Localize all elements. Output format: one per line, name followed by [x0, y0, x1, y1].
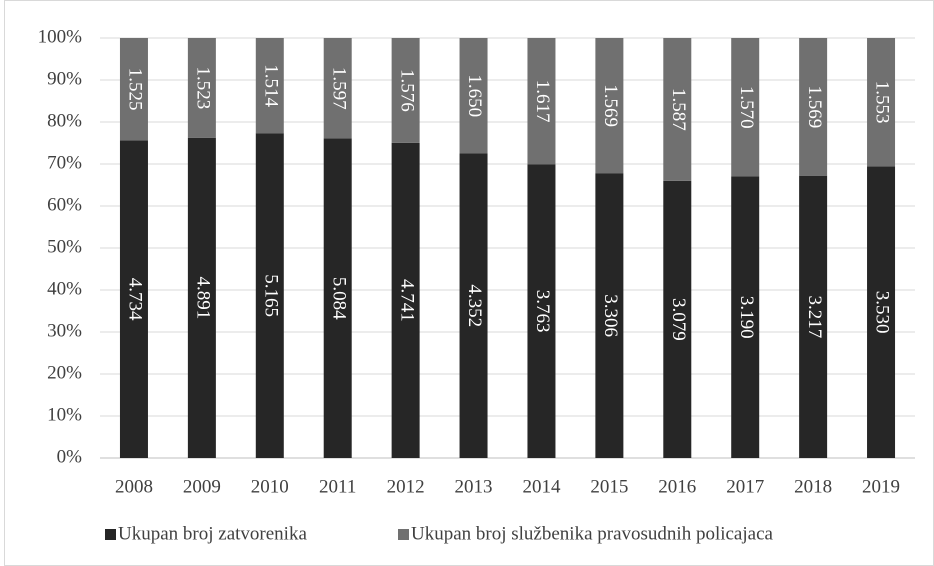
data-label: 3.217	[804, 295, 825, 338]
y-tick-label: 60%	[47, 194, 82, 215]
x-tick-label: 2009	[183, 476, 221, 497]
bar-segment	[391, 142, 420, 458]
bar-segment	[527, 164, 556, 459]
bar-segment	[595, 173, 624, 458]
x-tick-label: 2012	[387, 476, 425, 497]
x-tick-label: 2015	[590, 476, 628, 497]
x-tick-label: 2013	[455, 476, 493, 497]
data-label: 1.597	[328, 67, 349, 110]
data-label: 4.734	[125, 278, 146, 321]
bar-segment	[391, 38, 420, 143]
data-label: 3.079	[668, 298, 689, 341]
data-label: 4.352	[464, 284, 485, 327]
y-tick-label: 50%	[47, 236, 82, 257]
data-label: 1.617	[532, 80, 553, 123]
bar-segment	[731, 176, 760, 458]
bar-segment	[731, 38, 760, 177]
bar-segment	[255, 38, 284, 134]
bar-segment	[527, 38, 556, 165]
x-tick-label: 2016	[658, 476, 696, 497]
data-label: 1.570	[736, 86, 757, 129]
data-label: 3.306	[600, 294, 621, 337]
data-label: 1.569	[600, 84, 621, 127]
x-tick-label: 2018	[794, 476, 832, 497]
data-label: 3.763	[532, 290, 553, 333]
x-tick-label: 2010	[251, 476, 289, 497]
bar-segment	[459, 38, 488, 154]
bar-segment	[799, 38, 828, 176]
data-label: 1.569	[804, 85, 825, 128]
bar-segment	[119, 140, 148, 458]
bar-segment	[595, 38, 624, 174]
bar-segment	[459, 153, 488, 458]
bar-segment	[867, 166, 896, 459]
y-tick-label: 20%	[47, 362, 82, 383]
y-tick-label: 10%	[47, 404, 82, 425]
data-label: 1.514	[260, 64, 281, 107]
x-tick-label: 2011	[319, 476, 356, 497]
data-label: 5.165	[260, 274, 281, 317]
data-label: 1.587	[668, 88, 689, 131]
bar-segment	[255, 133, 284, 458]
legend-label: Ukupan broj zatvorenika	[118, 523, 307, 544]
data-label: 4.741	[396, 279, 417, 322]
y-tick-label: 40%	[47, 278, 82, 299]
bar-segment	[663, 38, 692, 181]
bar-segment	[187, 137, 216, 459]
data-label: 1.525	[125, 68, 146, 111]
data-label: 1.650	[464, 74, 485, 117]
data-label: 1.553	[872, 81, 893, 124]
x-tick-label: 2008	[115, 476, 153, 497]
bar-segment	[323, 38, 352, 139]
data-label: 4.891	[193, 276, 214, 319]
y-tick-label: 0%	[57, 446, 83, 467]
data-label: 3.530	[872, 291, 893, 334]
y-tick-label: 80%	[47, 110, 82, 131]
y-tick-label: 70%	[47, 152, 82, 173]
x-tick-label: 2019	[862, 476, 900, 497]
bar-segment	[663, 180, 692, 458]
bar-segment	[187, 38, 216, 138]
y-tick-label: 100%	[38, 26, 83, 47]
legend-swatch	[105, 529, 116, 540]
x-tick-label: 2017	[726, 476, 764, 497]
legend-swatch	[398, 529, 409, 540]
data-label: 1.523	[193, 66, 214, 109]
bar-segment	[119, 38, 148, 141]
data-label: 3.190	[736, 296, 757, 339]
y-tick-label: 30%	[47, 320, 82, 341]
data-label: 5.084	[328, 277, 349, 320]
bar-segment	[799, 175, 828, 458]
legend-label: Ukupan broj službenika pravosudnih polic…	[411, 523, 774, 544]
x-tick-label: 2014	[522, 476, 561, 497]
bar-segment	[867, 38, 896, 167]
bar-segment	[323, 138, 352, 459]
y-tick-label: 90%	[47, 68, 82, 89]
data-label: 1.576	[396, 69, 417, 112]
